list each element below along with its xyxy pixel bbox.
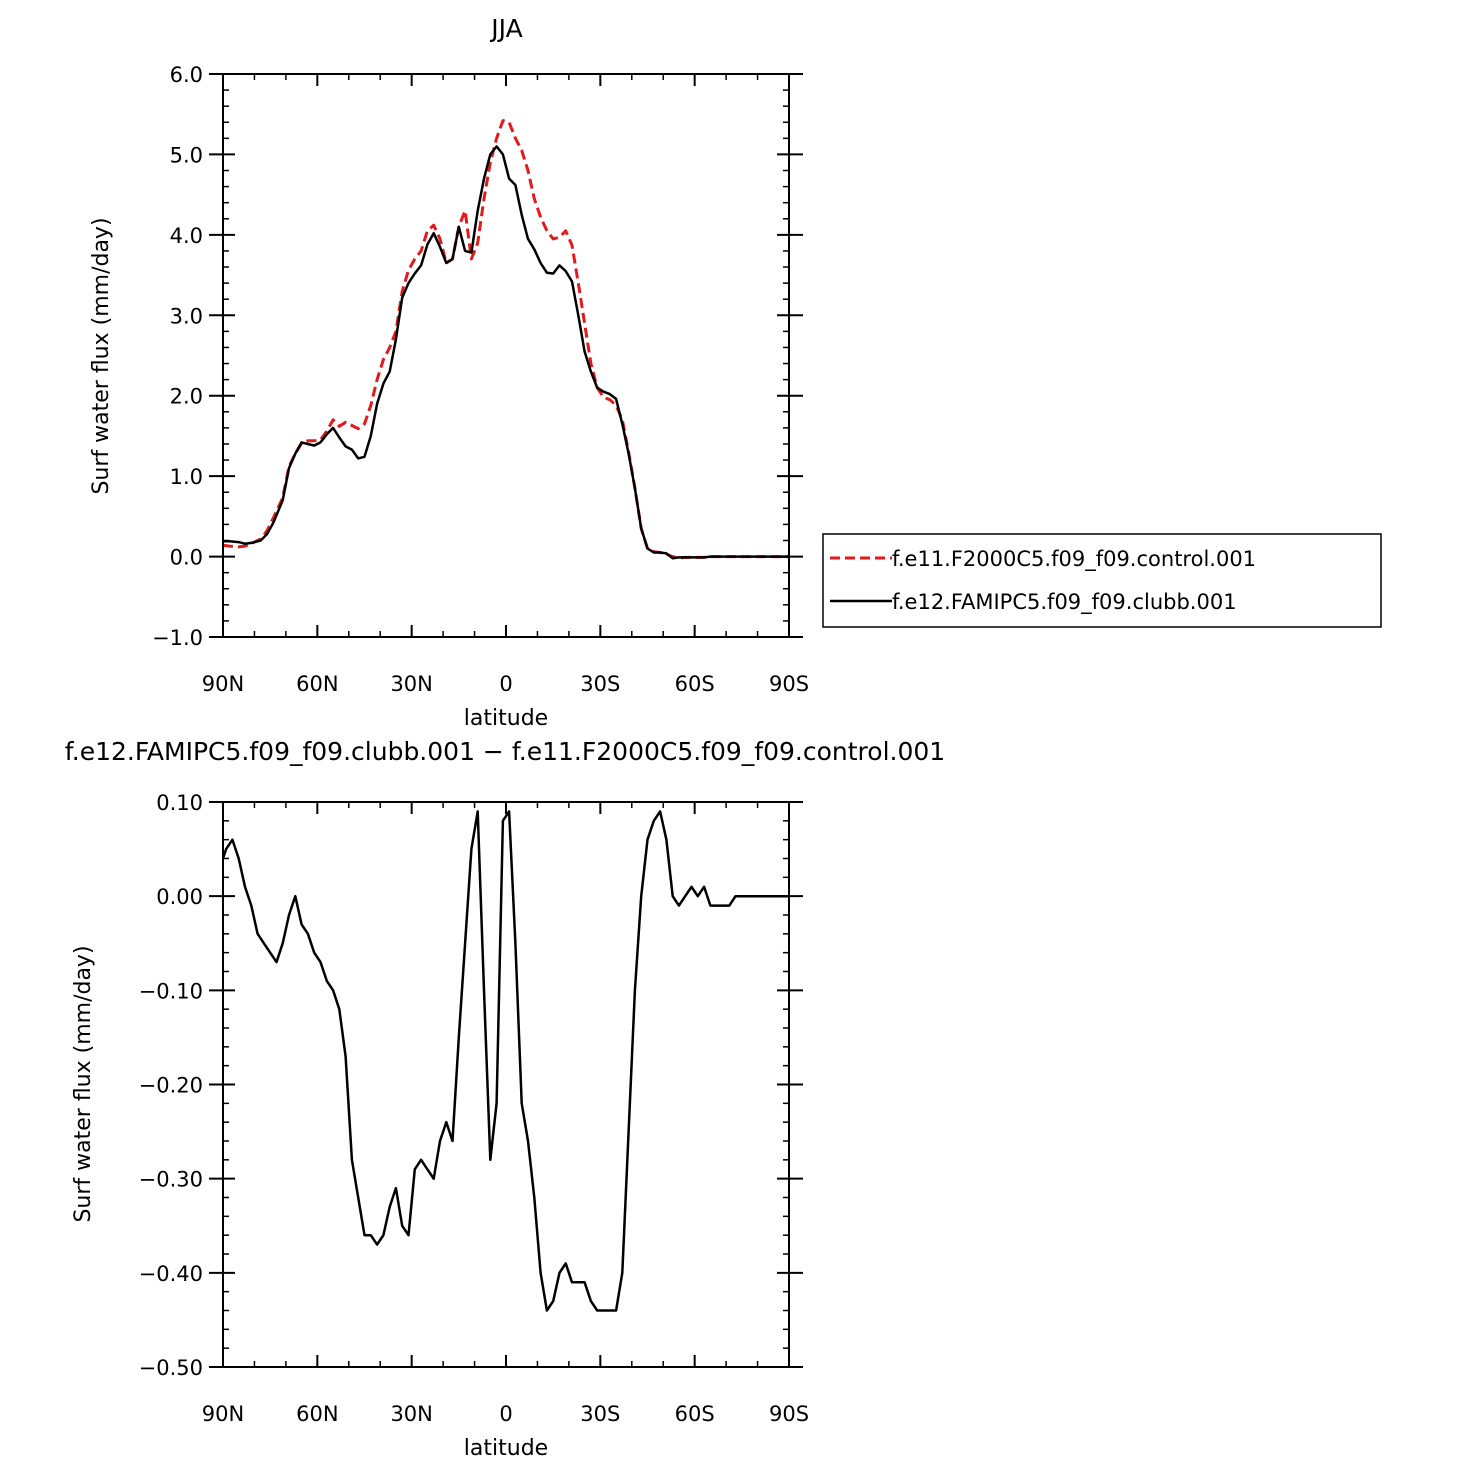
x-tick-label: 30N	[390, 1402, 432, 1426]
series-line-0-1	[223, 145, 789, 560]
x-tick-label: 60S	[675, 672, 715, 696]
x-tick-label: 60N	[296, 1402, 338, 1426]
x-tick-label: 90S	[769, 1402, 809, 1426]
x-tick-label: 30N	[390, 672, 432, 696]
x-tick-label: 0	[499, 1402, 512, 1426]
x-tick-label: 90N	[202, 672, 244, 696]
series-line-0-0	[222, 119, 789, 560]
x-tick-label: 90N	[202, 1402, 244, 1426]
top-chart-x-axis-label: latitude	[464, 706, 548, 731]
y-tick-label: 2.0	[170, 385, 203, 409]
y-tick-label: 1.0	[170, 465, 203, 489]
legend: f.e11.F2000C5.f09_f09.control.001 f.e12.…	[822, 533, 1382, 628]
bottom-chart-series-lines	[221, 810, 789, 1312]
y-tick-label: 3.0	[170, 304, 203, 328]
top-chart-ticks: 90N 60N 30N 0 30S 60S 90S −1.0 0.0 1.0 2.0 3.0 4.0 5.…	[152, 63, 809, 696]
y-tick-label: −0.20	[139, 1074, 203, 1098]
top-chart-series-lines	[222, 119, 789, 560]
x-tick-label: 0	[499, 672, 512, 696]
top-chart-y-axis-label: Surf water flux (mm/day)	[89, 217, 114, 494]
bottom-chart-title: f.e12.FAMIPC5.f09_f09.clubb.001 − f.e11.…	[65, 737, 945, 766]
y-tick-label: −0.30	[139, 1168, 203, 1192]
x-tick-label: 60N	[296, 672, 338, 696]
top-chart-title: JJA	[489, 14, 522, 43]
y-tick-label: 0.00	[156, 885, 203, 909]
y-tick-label: 6.0	[170, 63, 203, 87]
y-tick-label: −1.0	[152, 626, 203, 650]
bottom-chart-y-axis-label: Surf water flux (mm/day)	[71, 945, 96, 1222]
legend-label-clubb: f.e12.FAMIPC5.f09_f09.clubb.001	[892, 590, 1237, 615]
x-tick-label: 60S	[675, 1402, 715, 1426]
y-tick-label: 0.10	[156, 791, 203, 815]
y-tick-label: 0.0	[170, 546, 203, 570]
y-tick-label: −0.10	[139, 979, 203, 1003]
y-tick-label: −0.40	[139, 1262, 203, 1286]
x-tick-label: 30S	[580, 672, 620, 696]
y-tick-label: −0.50	[139, 1356, 203, 1380]
x-tick-label: 30S	[580, 1402, 620, 1426]
bottom-panel-difference: f.e12.FAMIPC5.f09_f09.clubb.001 − f.e11.…	[65, 737, 945, 1461]
series-line-1-0	[221, 810, 789, 1312]
legend-label-control: f.e11.F2000C5.f09_f09.control.001	[892, 547, 1256, 572]
y-tick-label: 4.0	[170, 224, 203, 248]
top-panel-jja: JJA 90N 60N 30N 0 30S 60S 90S −1.0 0.0 1.0 2.0 3.0 4…	[89, 14, 1382, 731]
y-tick-label: 5.0	[170, 143, 203, 167]
bottom-chart-ticks: 90N 60N 30N 0 30S 60S 90S −0.50 −0.40 −0.30 −0.20 −…	[139, 791, 809, 1426]
top-chart-plot-frame	[222, 73, 790, 638]
bottom-chart-x-axis-label: latitude	[464, 1436, 548, 1461]
legend-box	[822, 533, 1382, 628]
x-tick-label: 90S	[769, 672, 809, 696]
